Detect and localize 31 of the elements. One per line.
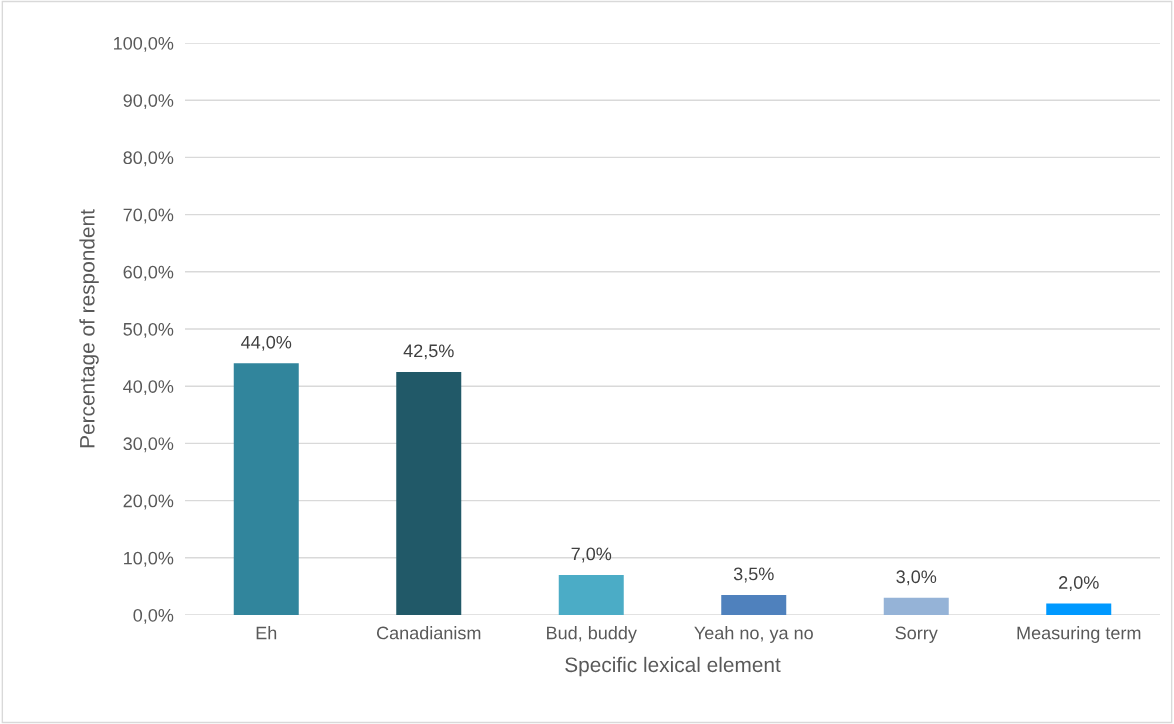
bar <box>721 594 787 615</box>
y-tick-label: 0,0% <box>133 608 174 624</box>
y-tick-label: 20,0% <box>123 494 174 510</box>
data-label: 7,0% <box>571 547 612 563</box>
y-tick-label: 90,0% <box>123 94 174 110</box>
x-tick-label: Eh <box>256 626 277 640</box>
y-tick-label: 10,0% <box>124 551 174 567</box>
bar <box>1046 603 1112 615</box>
y-tick-label: 80,0% <box>123 151 174 167</box>
y-tick-label: 40,0% <box>123 380 174 396</box>
x-axis-title: Specific lexical element <box>565 656 781 677</box>
bar <box>396 371 462 615</box>
data-label: 3,0% <box>896 570 937 586</box>
x-tick-label: Measuring term <box>1017 626 1141 643</box>
x-tick-label: Sorry <box>895 626 938 643</box>
y-tick-label: 50,0% <box>123 322 174 338</box>
bar <box>883 597 949 615</box>
y-tick-label: 70,0% <box>123 208 174 224</box>
data-label: 44,0% <box>241 335 292 351</box>
bar <box>558 574 624 615</box>
y-axis-title: Percentage of respondent <box>79 209 99 448</box>
y-tick-label: 30,0% <box>123 437 174 453</box>
data-label: 42,5% <box>403 344 454 360</box>
data-label: 2,0% <box>1059 576 1099 592</box>
data-label: 3,5% <box>733 567 774 583</box>
x-tick-label: Canadianism <box>376 626 481 640</box>
y-tick-label: 60,0% <box>123 265 174 281</box>
x-tick-label: Bud, buddy <box>547 626 637 643</box>
x-tick-label: Yeah no, ya no <box>694 626 813 643</box>
bar <box>233 363 299 615</box>
y-tick-label: 100,0% <box>114 36 174 52</box>
